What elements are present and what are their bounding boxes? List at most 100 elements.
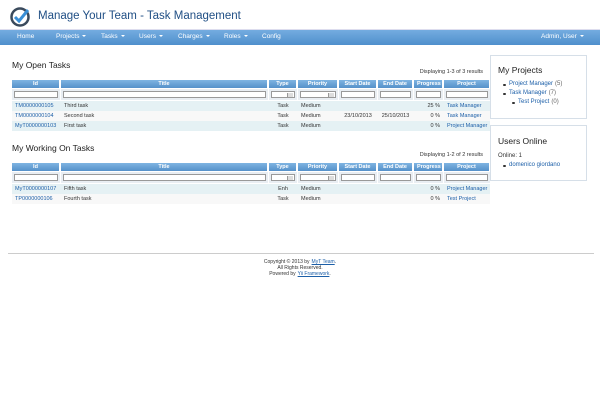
column-header[interactable]: Start Date [339,163,377,171]
nav-label: Config [262,33,281,40]
column-header[interactable]: Progress [414,163,443,171]
footer-text: . [334,259,337,265]
filter-input[interactable] [416,174,441,181]
cell-link[interactable]: Task Manager [447,103,482,109]
cell-link[interactable]: TM0000000105 [15,103,54,109]
caret [82,35,87,38]
nav-bar: Home Projects Tasks Users Charges Roles Config… [0,30,600,45]
filter-input[interactable] [14,91,58,98]
filter-select[interactable] [300,91,336,98]
caret [579,35,584,38]
nav-item[interactable]: Projects [56,33,87,40]
filter-input[interactable] [380,174,411,181]
cell-link[interactable]: TM0000000104 [15,113,54,119]
users-box: Users Online Online: 1 domenico giordano [490,125,587,181]
caret [120,35,125,38]
column-header[interactable]: Project [444,163,490,171]
filter-select[interactable] [271,174,295,181]
app-title: Manage Your Team - Task Management [38,10,241,22]
filter-input[interactable] [341,174,375,181]
column-header[interactable]: Id [12,80,60,88]
table-cell: Medium [301,113,321,119]
footer-text: Powered by [269,271,296,277]
nav-label: Home [17,33,35,40]
column-header[interactable]: Priority [298,163,338,171]
row-bg [12,194,490,204]
nav-item[interactable]: Config [262,33,281,40]
row-bg [12,101,490,111]
column-header[interactable]: Type [269,80,297,88]
nav-item[interactable]: Charges [178,33,210,40]
cell-link[interactable]: Project Manager [447,186,488,192]
table-cell: Medium [301,123,321,129]
filter-input[interactable] [380,91,411,98]
user-label: Admin, User [541,33,577,40]
filter-input[interactable] [341,91,375,98]
user-menu[interactable]: Admin, User [541,33,584,40]
column-header[interactable]: Title [61,80,268,88]
cell-link[interactable]: Project Manager [447,123,488,129]
box-title: Users Online [498,136,548,146]
section-title: My Open Tasks [12,60,71,70]
section-title: My Working On Tasks [12,143,95,153]
project-link[interactable]: Test Project [518,99,550,105]
nav-item[interactable]: Home [17,33,34,40]
filter-select[interactable] [300,174,336,181]
footer-text: Copyright © 2013 by [263,259,310,265]
nav-label: Projects [56,33,80,40]
column-header[interactable]: Priority [298,80,338,88]
column-header[interactable]: End Date [378,163,413,171]
table-cell: 25 % [427,103,440,109]
result-summary: Displaying 1-2 of 2 results [419,152,483,158]
row-bg [12,121,490,131]
filter-input[interactable] [63,174,266,181]
table-cell: 0 % [430,113,440,119]
cell-link[interactable]: TP0000000106 [15,196,53,202]
project-count: (5) [555,81,563,87]
nav-item[interactable]: Roles [224,33,248,40]
column-header[interactable]: End Date [378,80,413,88]
column-header[interactable]: Title [61,163,268,171]
footer-link[interactable]: MyT Team [311,259,335,265]
footer-line: Powered by Yii Framework. [0,271,600,277]
column-header[interactable]: Type [269,163,297,171]
cell-link[interactable]: Test Project [447,196,476,202]
filter-input[interactable] [416,91,441,98]
footer-line: Copyright © 2013 by MyT Team. [0,259,600,265]
project-item: Test Project (0) [512,99,559,105]
column-header[interactable]: Project [444,80,490,88]
filter-input[interactable] [446,174,488,181]
column-header[interactable]: Start Date [339,80,377,88]
column-header[interactable]: Progress [414,80,443,88]
table-cell: Medium [301,196,321,202]
cell-link[interactable]: MyT0000000107 [15,186,57,192]
project-link[interactable]: Project Manager [509,81,554,87]
cell-link[interactable]: Task Manager [447,113,482,119]
row-bg [12,111,490,121]
cell-link[interactable]: MyT0000000103 [15,123,57,129]
table-cell: 0 % [430,123,440,129]
caret [243,35,248,38]
filter-input[interactable] [446,91,488,98]
logo[interactable] [9,6,31,28]
table-cell: Task [277,123,289,129]
table-cell: Medium [301,186,321,192]
column-header[interactable]: Id [12,163,60,171]
filter-select[interactable] [271,91,295,98]
table-cell: Fifth task [64,186,87,192]
filter-input[interactable] [14,174,58,181]
table-cell: 23/10/2013 [344,113,372,119]
filter-input[interactable] [63,91,266,98]
table-cell: Medium [301,103,321,109]
table-cell: Task [277,196,289,202]
nav-label: Roles [224,33,241,40]
footer-rule [8,253,594,254]
user-link[interactable]: domenico giordano [502,162,561,168]
footer-link[interactable]: Yii Framework [297,271,330,277]
nav-item[interactable]: Users [139,33,163,40]
nav-item[interactable]: Tasks [101,33,125,40]
table-cell: Task [277,103,289,109]
header: Manage Your Team - Task Management [0,0,600,30]
project-link[interactable]: Task Manager [509,90,547,96]
